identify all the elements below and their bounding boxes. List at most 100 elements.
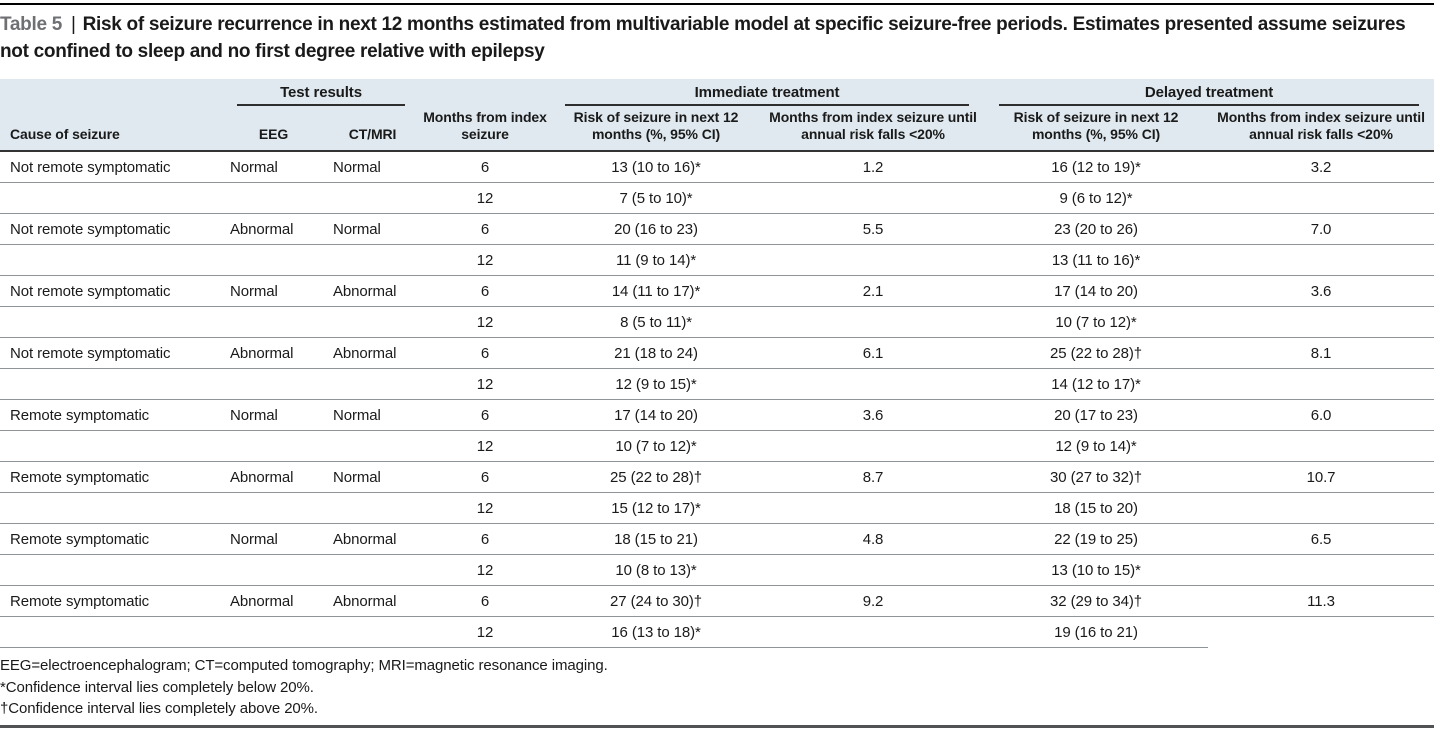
table-cell: Normal xyxy=(325,151,421,183)
group-header-label: Immediate treatment xyxy=(565,84,970,106)
table-cell: Abnormal xyxy=(222,461,325,493)
table-cell: 8.1 xyxy=(1208,337,1435,369)
table-cell: Abnormal xyxy=(325,523,421,555)
table-cell xyxy=(762,368,985,400)
table-cell: 19 (16 to 21) xyxy=(984,616,1209,648)
table-cell: 13 (10 to 15)* xyxy=(984,554,1209,586)
table-cell xyxy=(325,182,421,214)
table-row: 12 11 (9 to 14)* 13 (11 to 16)* xyxy=(0,244,1435,276)
table-cell xyxy=(762,492,985,524)
table-row: Not remote symptomatic Abnormal Abnormal 6 2… xyxy=(0,337,1435,369)
table-cell xyxy=(325,430,421,462)
table-cell: Normal xyxy=(222,275,325,307)
column-header-row: Cause of seizure EEG CT/MRI Months from … xyxy=(0,107,1435,152)
table-cell: Remote symptomatic xyxy=(0,585,222,617)
table-cell: Remote symptomatic xyxy=(0,399,222,431)
table-cell: 6 xyxy=(420,213,551,245)
table-cell xyxy=(1208,492,1435,524)
table-cell: 18 (15 to 21) xyxy=(550,523,763,555)
table-cell: 7.0 xyxy=(1208,213,1435,245)
table-cell: 32 (29 to 34)† xyxy=(984,585,1209,617)
table-cell: 10.7 xyxy=(1208,461,1435,493)
table-cell: 5.5 xyxy=(762,213,985,245)
table-row: Remote symptomatic Normal Abnormal 6 18 (15 … xyxy=(0,523,1435,555)
table-cell xyxy=(222,244,325,276)
table-cell: 12 (9 to 15)* xyxy=(550,368,763,400)
table-cell xyxy=(325,306,421,338)
table-cell xyxy=(0,182,222,214)
table-cell xyxy=(325,244,421,276)
table-cell: 12 xyxy=(420,306,551,338)
table-cell: 18 (15 to 20) xyxy=(984,492,1209,524)
table-cell xyxy=(0,430,222,462)
table-number-label: Table 5 xyxy=(0,14,62,35)
table-cell: Normal xyxy=(222,523,325,555)
table-cell: 12 xyxy=(420,616,551,648)
table-cell: 1.2 xyxy=(762,151,985,183)
table-cell: 2.1 xyxy=(762,275,985,307)
table-cell xyxy=(325,492,421,524)
group-header-label: Test results xyxy=(237,84,406,106)
table-cell: 11.3 xyxy=(1208,585,1435,617)
col-header-immediate-months-until: Months from index seizure until annual r… xyxy=(762,107,985,152)
table-cell: 6 xyxy=(420,523,551,555)
risk-table: Test results Immediate treatment Delayed… xyxy=(0,79,1435,648)
table-cell xyxy=(762,306,985,338)
table-cell: 12 (9 to 14)* xyxy=(984,430,1209,462)
table-cell: 9.2 xyxy=(762,585,985,617)
table-cell: 22 (19 to 25) xyxy=(984,523,1209,555)
footnote-abbreviations: EEG=electroencephalogram; CT=computed to… xyxy=(0,657,608,674)
table-row: 12 10 (8 to 13)* 13 (10 to 15)* xyxy=(0,554,1435,586)
top-rule xyxy=(0,3,1434,5)
table-cell xyxy=(762,244,985,276)
table-cell xyxy=(1208,617,1434,648)
table-cell: 27 (24 to 30)† xyxy=(550,585,763,617)
table-row: 12 15 (12 to 17)* 18 (15 to 20) xyxy=(0,492,1435,524)
table-cell: Abnormal xyxy=(325,275,421,307)
table-cell: 13 (11 to 16)* xyxy=(984,244,1209,276)
table-row: 12 8 (5 to 11)* 10 (7 to 12)* xyxy=(0,306,1435,338)
table-cell: 30 (27 to 32)† xyxy=(984,461,1209,493)
table-row: Remote symptomatic Abnormal Normal 6 25 (22 … xyxy=(0,461,1435,493)
table-cell xyxy=(0,554,222,586)
table-cell: 12 xyxy=(420,182,551,214)
table-cell: 6 xyxy=(420,399,551,431)
table-cell: 6 xyxy=(420,151,551,183)
table-cell: Normal xyxy=(222,399,325,431)
table-cell: 14 (12 to 17)* xyxy=(984,368,1209,400)
table-cell xyxy=(325,554,421,586)
table-cell: Not remote symptomatic xyxy=(0,275,222,307)
table-cell: Abnormal xyxy=(222,337,325,369)
table-cell: 4.8 xyxy=(762,523,985,555)
table-cell: 25 (22 to 28)† xyxy=(984,337,1209,369)
table-cell: Not remote symptomatic xyxy=(0,151,222,183)
table-cell: 12 xyxy=(420,430,551,462)
table-cell: 12 xyxy=(420,554,551,586)
table-cell xyxy=(0,244,222,276)
group-header-label: Delayed treatment xyxy=(999,84,1420,106)
table-cell: Normal xyxy=(222,151,325,183)
col-header-months-from-index: Months from index seizure xyxy=(420,107,551,152)
table-cell: Not remote symptomatic xyxy=(0,213,222,245)
table-cell: 10 (8 to 13)* xyxy=(550,554,763,586)
table-cell: 8.7 xyxy=(762,461,985,493)
group-header-immediate-treatment: Immediate treatment xyxy=(550,79,984,107)
table-cell: Remote symptomatic xyxy=(0,523,222,555)
table-cell: Normal xyxy=(325,213,421,245)
table-cell xyxy=(762,616,985,648)
table-cell xyxy=(0,306,222,338)
table-cell: 16 (12 to 19)* xyxy=(984,151,1209,183)
table-cell: 16 (13 to 18)* xyxy=(550,616,763,648)
table-cell: 13 (10 to 16)* xyxy=(550,151,763,183)
table-cell: 12 xyxy=(420,492,551,524)
table-cell xyxy=(222,616,325,648)
table-cell: 6.1 xyxy=(762,337,985,369)
table-cell xyxy=(325,616,421,648)
table-cell: 17 (14 to 20) xyxy=(984,275,1209,307)
table-cell xyxy=(1208,368,1435,400)
col-header-cause-of-seizure: Cause of seizure xyxy=(0,107,222,152)
col-header-delayed-months-until: Months from index seizure until annual r… xyxy=(1208,107,1435,152)
table-cell xyxy=(1208,244,1435,276)
title-divider: | xyxy=(70,14,76,35)
